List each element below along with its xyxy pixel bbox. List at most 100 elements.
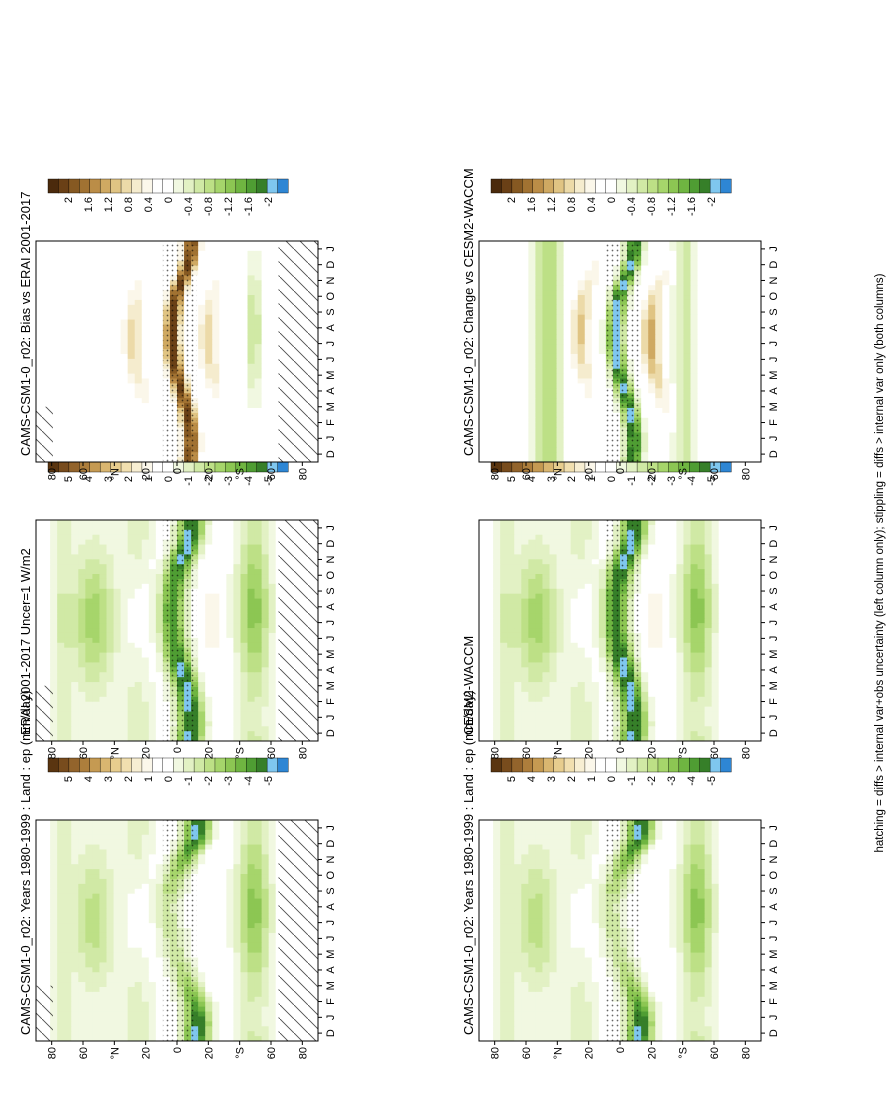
heatmap-cell xyxy=(219,1020,227,1027)
heatmap-cell xyxy=(134,971,143,978)
heatmap-cell xyxy=(219,593,227,599)
heatmap-cell xyxy=(233,932,241,938)
heatmap-cell xyxy=(479,873,487,879)
heatmap-cell xyxy=(486,1030,494,1037)
heatmap-cell xyxy=(99,647,107,653)
heatmap-cell xyxy=(233,1030,241,1037)
heatmap-cell xyxy=(92,676,100,683)
heatmap-cell xyxy=(556,863,565,870)
heatmap-cell xyxy=(528,1020,536,1027)
heatmap-cell xyxy=(43,878,51,884)
heatmap-cell xyxy=(155,942,164,948)
heatmap-cell xyxy=(521,1006,529,1012)
heatmap-cell xyxy=(521,937,529,943)
heatmap-cell xyxy=(254,1006,263,1012)
heatmap-cell xyxy=(648,966,656,973)
heatmap-cell xyxy=(120,824,129,830)
heatmap-cell xyxy=(226,735,234,741)
heatmap-cell xyxy=(92,706,100,712)
heatmap-cell xyxy=(486,961,494,968)
heatmap-cell xyxy=(240,622,248,629)
heatmap-cell xyxy=(85,981,93,987)
heatmap-cell xyxy=(268,652,277,658)
heatmap-cell xyxy=(549,1006,558,1012)
heatmap-cell xyxy=(577,829,586,835)
heatmap-cell xyxy=(71,598,79,604)
heatmap-cell xyxy=(205,888,213,894)
heatmap-cell xyxy=(71,878,79,884)
heatmap-cell xyxy=(50,839,58,845)
heatmap-cell xyxy=(50,681,58,687)
heatmap-cell xyxy=(577,917,586,924)
heatmap-cell xyxy=(676,932,684,938)
heatmap-cell xyxy=(570,961,579,968)
heatmap-cell xyxy=(240,676,248,683)
heatmap-cell xyxy=(57,893,65,899)
heatmap-cell xyxy=(753,937,762,943)
heatmap-cell xyxy=(697,986,706,992)
heatmap-cell xyxy=(57,839,65,845)
heatmap-cell xyxy=(205,883,213,889)
heatmap-cell xyxy=(549,1025,558,1032)
heatmap-cell xyxy=(78,607,86,614)
heatmap-cell xyxy=(64,642,72,648)
heatmap-cell xyxy=(261,681,270,687)
heatmap-cell xyxy=(120,883,129,889)
heatmap-cell xyxy=(240,617,248,624)
heatmap-cell xyxy=(226,971,234,978)
heatmap-cell xyxy=(549,829,558,835)
heatmap-cell xyxy=(739,1035,748,1041)
heatmap-cell xyxy=(127,1006,136,1012)
heatmap-cell xyxy=(106,902,115,909)
heatmap-cell xyxy=(43,834,51,840)
heatmap-cell xyxy=(120,686,129,692)
heatmap-cell xyxy=(261,961,270,968)
heatmap-cell xyxy=(92,661,100,668)
heatmap-cell xyxy=(683,863,692,870)
heatmap-cell xyxy=(240,681,248,687)
heatmap-cell xyxy=(563,1025,572,1032)
heatmap-cell xyxy=(155,878,164,884)
heatmap-cell xyxy=(556,834,565,840)
heatmap-cell xyxy=(134,720,143,727)
heatmap-cell xyxy=(57,676,65,683)
heatmap-cell xyxy=(106,627,115,633)
heatmap-cell xyxy=(148,1006,157,1012)
heatmap-cell xyxy=(113,858,122,865)
heatmap-cell xyxy=(148,598,157,604)
heatmap-cell xyxy=(226,986,234,992)
heatmap-cell xyxy=(127,1025,136,1032)
heatmap-cell xyxy=(134,952,143,958)
heatmap-cell xyxy=(226,671,234,678)
heatmap-cell xyxy=(120,991,129,997)
heatmap-cell xyxy=(648,912,656,919)
heatmap-cell xyxy=(732,922,741,929)
heatmap-cell xyxy=(676,942,684,948)
heatmap-cell xyxy=(134,966,143,973)
heatmap-cell xyxy=(542,1006,551,1012)
heatmap-cell xyxy=(226,1030,234,1037)
heatmap-cell xyxy=(725,1020,734,1027)
heatmap-cell xyxy=(219,868,227,875)
heatmap-cell xyxy=(120,637,129,643)
heatmap-cell xyxy=(549,927,558,933)
heatmap-cell xyxy=(254,1030,263,1037)
heatmap-cell xyxy=(64,735,72,741)
heatmap-cell xyxy=(78,652,86,658)
heatmap-cell xyxy=(127,947,136,953)
heatmap-cell xyxy=(240,996,248,1002)
heatmap-cell xyxy=(36,829,44,835)
heatmap-cell xyxy=(113,725,122,732)
heatmap-cell xyxy=(479,957,487,963)
heatmap-cell xyxy=(690,966,699,973)
heatmap-cell xyxy=(247,627,256,633)
colorbar-swatch xyxy=(120,757,132,773)
heatmap-cell xyxy=(155,661,164,668)
heatmap-cell xyxy=(155,932,164,938)
heatmap-cell xyxy=(479,942,487,948)
heatmap-cell xyxy=(57,848,65,855)
heatmap-cell xyxy=(205,863,213,870)
heatmap-cell xyxy=(261,666,270,673)
heatmap-cell xyxy=(155,917,164,924)
heatmap-cell xyxy=(134,681,143,687)
